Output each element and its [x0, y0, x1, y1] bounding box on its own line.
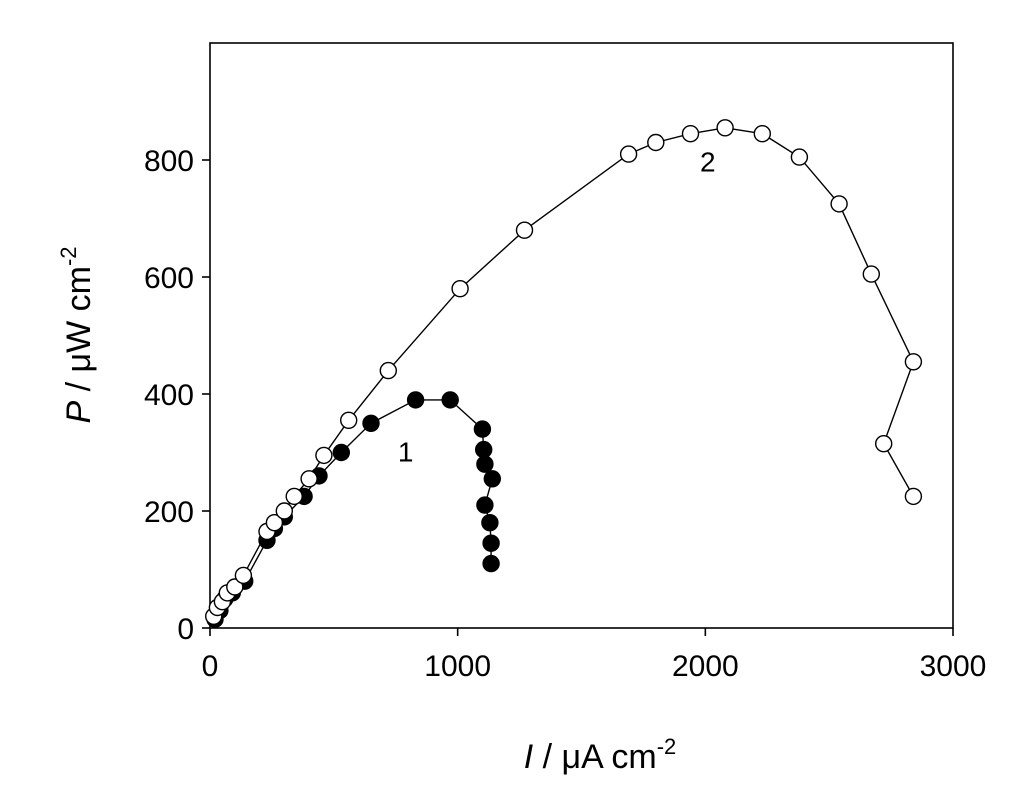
y-tick-label: 800	[144, 145, 194, 178]
series-2-point	[226, 578, 244, 596]
series-2-point	[830, 195, 848, 213]
x-tick-label: 3000	[920, 650, 987, 683]
x-axis-unit: / μA cm	[533, 738, 657, 776]
y-tick-label: 200	[144, 496, 194, 529]
x-axis-title: I / μA cm-2	[524, 734, 677, 776]
y-axis-symbol: P	[60, 401, 98, 424]
series-1-point	[441, 391, 459, 409]
series-1-point	[406, 391, 425, 409]
series-2-point	[753, 124, 771, 143]
series-2-point	[265, 514, 284, 532]
series-2-point	[379, 361, 397, 380]
series-1-point	[473, 420, 492, 438]
x-tick-label: 0	[202, 650, 219, 683]
series-labels: 12	[398, 147, 716, 468]
series-1-line	[214, 399, 494, 620]
x-axis-symbol: I	[524, 738, 534, 776]
series-2-point	[275, 502, 293, 520]
series-2-point	[904, 353, 923, 371]
series-2-point	[451, 280, 469, 298]
series-2-point	[285, 487, 303, 506]
series-1-point	[476, 496, 494, 514]
series-2-point	[716, 119, 734, 137]
x-axis-unit-exponent: -2	[657, 734, 677, 759]
series-1-point	[362, 414, 380, 432]
series-1-label: 1	[398, 436, 414, 467]
y-axis-unit-exponent: -2	[56, 246, 81, 266]
series-1-point	[482, 554, 500, 573]
series-points	[204, 119, 923, 628]
series-1-point	[476, 455, 494, 473]
plot-frame	[209, 42, 954, 629]
series-2-point	[875, 435, 893, 453]
series-2-line	[213, 127, 915, 617]
series-2-point	[904, 487, 923, 506]
series-2-point	[790, 148, 809, 166]
series-lines	[213, 127, 915, 620]
series-2-point	[515, 221, 534, 239]
x-tick-label: 2000	[672, 650, 739, 683]
series-2-point	[647, 133, 665, 152]
series-2-point	[619, 145, 638, 163]
series-1-point	[475, 440, 493, 459]
x-tick-label: 1000	[424, 650, 491, 683]
axis-ticks: 0 1000 2000 3000 0 200 400 600 800	[144, 145, 986, 683]
y-tick-label: 600	[144, 262, 194, 295]
series-2-point	[234, 566, 253, 585]
series-2-point	[681, 124, 700, 143]
series-1-point	[332, 443, 350, 462]
series-2-point	[340, 411, 358, 429]
series-2-point	[862, 265, 880, 283]
series-2-label: 2	[700, 147, 716, 178]
series-1-point	[483, 470, 501, 488]
series-2-point	[300, 470, 318, 488]
series-1-point	[482, 534, 500, 552]
y-tick-label: 400	[144, 379, 194, 412]
series-1-point	[481, 514, 499, 532]
y-tick-label: 0	[177, 613, 194, 646]
y-axis-unit: / μW cm	[60, 266, 98, 401]
y-axis-title: P / μW cm-2	[56, 246, 98, 423]
series-2-point	[315, 446, 333, 465]
